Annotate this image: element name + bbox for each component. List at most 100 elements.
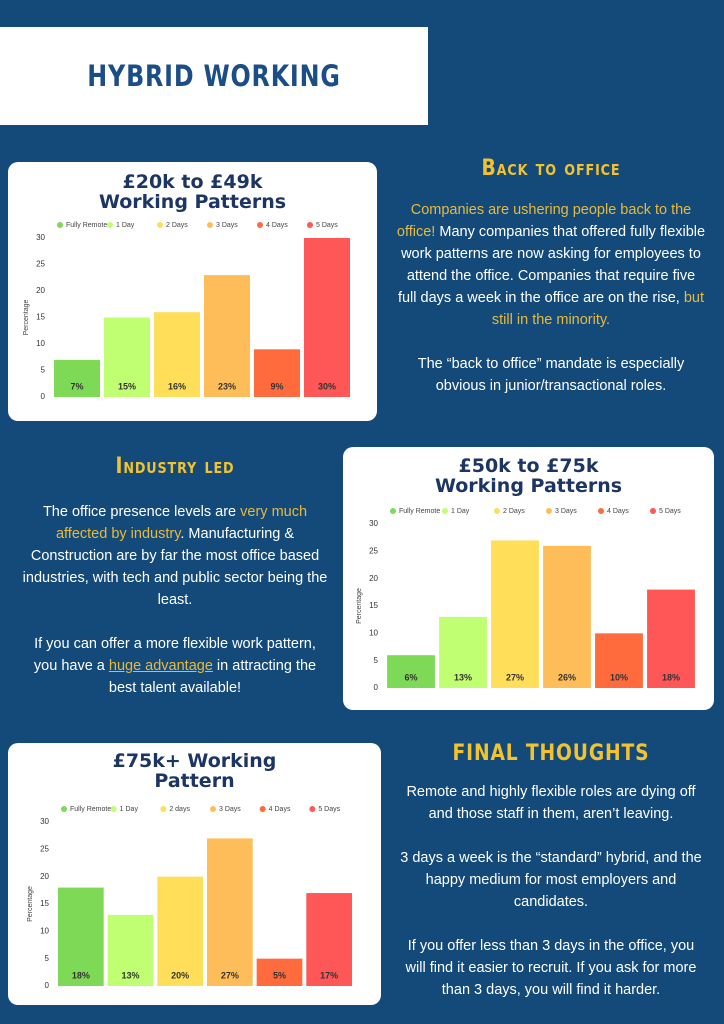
legend-swatch (61, 806, 67, 812)
legend-swatch (110, 806, 117, 812)
y-tick-label: 0 (45, 981, 50, 990)
legend-label: 2 Days (503, 508, 525, 515)
y-tick-label: 10 (369, 628, 378, 637)
value-label: 13% (121, 970, 139, 980)
y-tick-label: 30 (40, 817, 49, 826)
y-tick-label: 25 (36, 260, 45, 269)
legend-label: 4 Days (607, 508, 629, 515)
y-axis-label: Percentage (23, 299, 30, 335)
legend-label: 3 Days (219, 806, 241, 813)
bar (439, 616, 487, 688)
bar (306, 893, 353, 986)
value-label: 13% (454, 672, 472, 682)
text-run: very much affected by industry (55, 504, 308, 542)
legend-label: 3 Days (555, 508, 577, 515)
value-label: 17% (320, 970, 338, 980)
value-label: 30% (318, 381, 336, 391)
value-label: 18% (662, 672, 680, 682)
value-label: 15% (118, 381, 136, 391)
value-label: 26% (558, 672, 576, 682)
legend-swatch (259, 806, 266, 812)
y-tick-label: 5 (45, 954, 50, 963)
y-tick-label: 30 (369, 519, 378, 528)
bar (204, 275, 250, 397)
paragraph: The office presence levels are very much… (22, 501, 328, 611)
chart-title: £75k+ Working Pattern (112, 750, 277, 792)
value-label: 6% (404, 672, 417, 682)
text-run: The “back to office” mandate is especial… (417, 356, 685, 394)
legend-swatch (309, 806, 316, 812)
value-label: 27% (506, 672, 524, 682)
paragraph: Remote and highly flexible roles are dyi… (396, 781, 706, 825)
bar (157, 876, 204, 986)
y-tick-label: 20 (36, 286, 45, 295)
legend-label: 5 Days (316, 222, 338, 229)
value-label: 7% (70, 381, 83, 391)
legend-swatch (650, 508, 656, 514)
paragraph: If you offer less than 3 days in the off… (396, 935, 706, 1001)
text-run: huge advantage (108, 658, 213, 674)
value-label: 23% (218, 381, 236, 391)
text-run: Companies are ushering people back to th… (396, 202, 692, 240)
bar (57, 887, 104, 986)
legend-label: Fully Remote (399, 508, 440, 515)
section-text: Remote and highly flexible roles are dyi… (396, 781, 706, 1023)
y-tick-label: 0 (41, 392, 46, 401)
legend-swatch (57, 222, 63, 228)
text-run: Many companies that offered fully flexib… (397, 224, 706, 306)
value-label: 18% (72, 970, 90, 980)
text-run: Remote and highly flexible roles are dyi… (406, 784, 696, 822)
chart: Fully Remote 1 Day 2 days 3 Days 4 Days 5 Day… (27, 806, 353, 990)
value-label: 10% (610, 672, 628, 682)
legend-label: Fully Remote (70, 806, 111, 813)
legend-label: 5 Days (659, 508, 681, 515)
y-axis-label: Percentage (27, 886, 34, 922)
text-run: but still in the minority. (491, 290, 705, 328)
y-tick-label: 5 (374, 656, 379, 665)
bar (154, 312, 200, 397)
legend-swatch (307, 222, 313, 228)
y-tick-label: 15 (369, 601, 378, 610)
paragraph: 3 days a week is the “standard” hybrid, … (396, 847, 706, 913)
y-tick-label: 15 (36, 313, 45, 322)
section-heading: Back to office (481, 156, 621, 181)
y-tick-label: 20 (369, 574, 378, 583)
bar (54, 359, 100, 397)
bar (647, 589, 695, 688)
y-tick-label: 25 (369, 546, 378, 555)
text-run: The office presence levels are (42, 504, 241, 520)
chart: Fully Remote 1 Day 2 Days 3 Days 4 Days 5 Day… (356, 508, 695, 692)
bar (387, 655, 435, 688)
chart-card: £75k+ Working Pattern Fully Remote 1 Day 2 … (8, 743, 381, 1005)
legend-swatch (494, 508, 500, 514)
paragraph: If you can offer a more flexible work pa… (22, 633, 328, 699)
legend-swatch (157, 222, 163, 228)
value-label: 9% (270, 381, 283, 391)
chart-title: £50k to £75k Working Patterns (434, 455, 623, 497)
y-tick-label: 5 (41, 366, 46, 375)
bar (543, 545, 591, 688)
legend-swatch (160, 806, 167, 812)
legend-label: 2 days (169, 806, 190, 813)
y-tick-label: 25 (40, 844, 49, 853)
section-heading: Industry led (115, 454, 235, 479)
legend-swatch (598, 508, 604, 514)
bar (107, 914, 154, 986)
y-tick-label: 10 (36, 339, 45, 348)
legend-label: 5 Days (318, 806, 340, 813)
section-text: Companies are ushering people back to th… (396, 199, 706, 419)
chart-card: £50k to £75k Working Patterns Fully Remot… (343, 447, 714, 710)
section-text: The office presence levels are very much… (22, 501, 328, 721)
legend-swatch (210, 806, 216, 812)
text-run: If you offer less than 3 days in the off… (405, 938, 697, 998)
paragraph: Companies are ushering people back to th… (396, 199, 706, 331)
text-run: If you can offer a more flexible work pa… (33, 636, 316, 674)
bar (206, 838, 253, 986)
legend-swatch (390, 508, 396, 514)
legend-label: 1 Day (120, 806, 139, 813)
bar (491, 540, 539, 688)
value-label: 27% (221, 970, 239, 980)
legend-label: 4 Days (266, 222, 288, 229)
legend-label: 1 Day (116, 222, 135, 229)
